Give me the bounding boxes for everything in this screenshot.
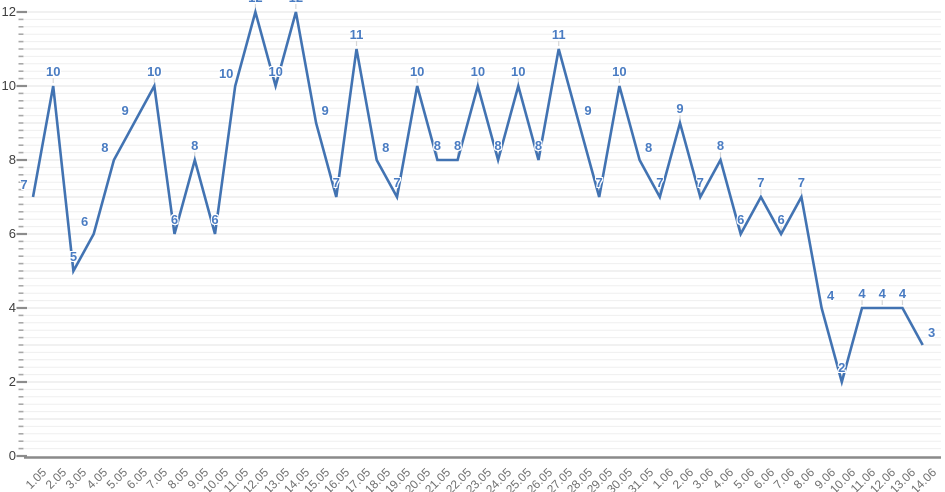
y-axis-label: 10 bbox=[1, 78, 16, 93]
data-label: 8 bbox=[191, 138, 199, 153]
data-label: 10 bbox=[147, 64, 162, 79]
data-label: 6 bbox=[777, 212, 785, 227]
data-label: 12 bbox=[235, 0, 275, 4]
data-label: 8 bbox=[101, 140, 109, 155]
data-label: 12 bbox=[276, 0, 316, 4]
data-label: 8 bbox=[382, 140, 390, 155]
data-label: 4 bbox=[858, 286, 866, 301]
data-label: 7 bbox=[332, 175, 340, 190]
data-label: 2 bbox=[838, 360, 846, 375]
data-label: 6 bbox=[81, 214, 89, 229]
data-label: 7 bbox=[797, 175, 805, 190]
data-label: 8 bbox=[453, 138, 462, 153]
data-label: 5 bbox=[69, 249, 78, 264]
data-label: 9 bbox=[321, 103, 329, 118]
y-axis-label: 0 bbox=[8, 448, 16, 463]
data-label: 4 bbox=[898, 286, 907, 301]
data-label: 4 bbox=[826, 288, 835, 303]
y-axis-label: 6 bbox=[8, 226, 16, 241]
data-label: 10 bbox=[470, 64, 486, 79]
data-label: 7 bbox=[656, 175, 664, 190]
data-label: 10 bbox=[218, 66, 234, 81]
data-label: 8 bbox=[644, 140, 653, 155]
data-label: 10 bbox=[511, 64, 526, 79]
data-label: 10 bbox=[409, 64, 425, 79]
data-label: 10 bbox=[612, 64, 627, 79]
data-label: 11 bbox=[551, 27, 566, 42]
data-label: 8 bbox=[433, 138, 441, 153]
y-axis-label: 12 bbox=[1, 4, 16, 19]
data-label: 10 bbox=[45, 64, 61, 79]
data-label: 8 bbox=[534, 138, 543, 153]
y-axis-label: 2 bbox=[8, 374, 16, 389]
data-label: 3 bbox=[928, 325, 936, 340]
data-label: 9 bbox=[121, 103, 129, 118]
y-axis-label: 4 bbox=[8, 300, 16, 315]
data-label: 7 bbox=[393, 175, 401, 190]
data-label: 9 bbox=[584, 103, 592, 118]
data-label: 7 bbox=[595, 175, 603, 190]
data-label: 8 bbox=[494, 138, 502, 153]
data-label: 6 bbox=[211, 212, 219, 227]
data-label: 7 bbox=[696, 175, 704, 190]
data-label: 11 bbox=[349, 27, 364, 42]
data-label: 6 bbox=[170, 212, 179, 227]
data-label: 8 bbox=[716, 138, 725, 153]
data-series-line bbox=[31, 7, 924, 387]
data-label: 6 bbox=[737, 212, 745, 227]
data-label: 10 bbox=[268, 64, 283, 79]
y-axis-label: 8 bbox=[8, 152, 16, 167]
data-label: 9 bbox=[676, 101, 684, 116]
data-label: 4 bbox=[878, 286, 886, 301]
data-label: 7 bbox=[757, 175, 765, 190]
data-label: 7 bbox=[20, 177, 28, 192]
